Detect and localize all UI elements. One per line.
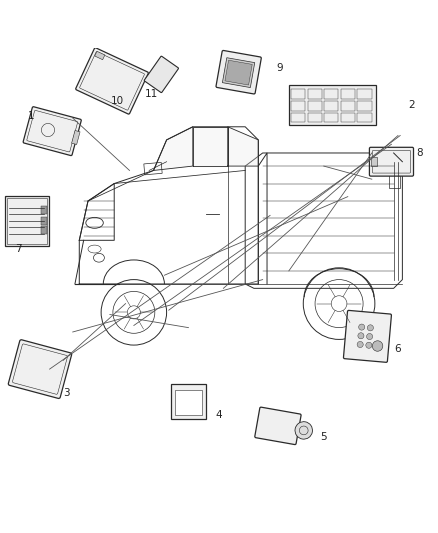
Text: 2: 2 [408, 100, 414, 110]
Bar [175, 390, 201, 415]
Bar [357, 89, 371, 99]
Polygon shape [153, 127, 193, 171]
Bar [225, 60, 252, 85]
Circle shape [295, 422, 312, 439]
Bar [41, 217, 47, 225]
FancyBboxPatch shape [76, 48, 148, 114]
Bar [171, 384, 206, 419]
Bar [291, 89, 305, 99]
Bar [95, 51, 105, 60]
Bar [289, 85, 376, 125]
Text: 7: 7 [15, 244, 21, 254]
Bar [223, 58, 255, 87]
FancyBboxPatch shape [8, 340, 72, 399]
Bar [371, 157, 377, 166]
Circle shape [372, 341, 383, 351]
Text: 6: 6 [395, 344, 401, 354]
Bar [341, 112, 355, 123]
Polygon shape [193, 127, 228, 166]
Text: 9: 9 [277, 63, 283, 73]
Bar [341, 101, 355, 111]
Bar [307, 101, 322, 111]
Circle shape [359, 324, 365, 330]
Bar [341, 89, 355, 99]
Bar [5, 196, 49, 246]
Text: 4: 4 [215, 410, 223, 420]
Circle shape [366, 342, 372, 348]
Circle shape [357, 342, 363, 348]
Bar [71, 131, 80, 144]
Text: 1: 1 [28, 111, 35, 121]
Bar [324, 101, 338, 111]
FancyBboxPatch shape [23, 107, 81, 156]
FancyBboxPatch shape [255, 407, 301, 445]
Text: 3: 3 [63, 388, 70, 398]
Text: 11: 11 [145, 89, 158, 99]
Bar [291, 112, 305, 123]
Circle shape [367, 325, 374, 331]
Bar [324, 112, 338, 123]
FancyBboxPatch shape [216, 51, 261, 94]
Circle shape [367, 334, 373, 340]
Circle shape [358, 333, 364, 339]
Bar [291, 101, 305, 111]
Text: 5: 5 [321, 432, 327, 442]
Polygon shape [228, 127, 258, 166]
Bar [357, 112, 371, 123]
Bar [41, 206, 47, 214]
Text: 8: 8 [417, 148, 423, 158]
Text: 10: 10 [111, 95, 124, 106]
FancyBboxPatch shape [369, 147, 413, 176]
Bar [41, 226, 47, 234]
Bar [307, 112, 322, 123]
FancyBboxPatch shape [343, 310, 392, 362]
FancyBboxPatch shape [144, 56, 178, 93]
Bar [307, 89, 322, 99]
Bar [324, 89, 338, 99]
Bar [389, 166, 400, 188]
Bar [357, 101, 371, 111]
Bar [144, 163, 162, 175]
Bar [7, 198, 46, 244]
